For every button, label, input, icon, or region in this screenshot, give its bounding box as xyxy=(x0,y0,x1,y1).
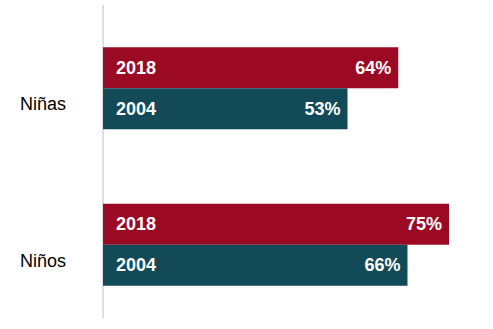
data-label: 64% xyxy=(355,58,391,78)
series-label: 2018 xyxy=(116,58,156,78)
series-label: 2004 xyxy=(116,99,156,119)
chart: Niñas 2018 64% 2004 53% Niños 2018 75% 2004 66% xyxy=(0,0,493,329)
bar xyxy=(103,88,348,129)
data-label: 66% xyxy=(364,255,400,275)
labels: Niñas 2018 64% 2004 53% Niños 2018 75% 2004 66% xyxy=(20,58,442,276)
series-label: 2004 xyxy=(116,255,156,275)
bar xyxy=(103,204,449,245)
data-label: 75% xyxy=(406,214,442,234)
category-label: Niñas xyxy=(20,94,66,114)
bars xyxy=(103,47,449,286)
bar xyxy=(103,47,398,88)
chart-container: Niñas 2018 64% 2004 53% Niños 2018 75% 2004 66% xyxy=(0,0,493,329)
data-label: 53% xyxy=(304,99,340,119)
series-label: 2018 xyxy=(116,214,156,234)
category-label: Niños xyxy=(20,251,66,271)
bar xyxy=(103,245,407,286)
